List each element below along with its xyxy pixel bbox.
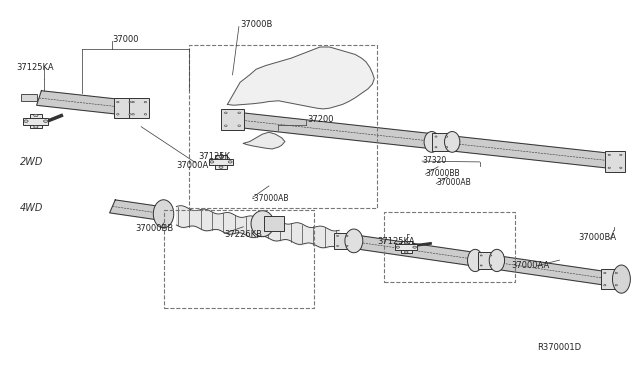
- Bar: [221, 109, 244, 130]
- Circle shape: [604, 272, 606, 274]
- Circle shape: [435, 136, 437, 137]
- Bar: [209, 158, 232, 165]
- Circle shape: [404, 241, 408, 243]
- Text: 37000: 37000: [113, 35, 139, 44]
- Circle shape: [396, 246, 399, 248]
- Circle shape: [615, 272, 618, 274]
- Circle shape: [210, 161, 214, 163]
- Circle shape: [346, 245, 348, 246]
- Circle shape: [129, 113, 131, 115]
- Circle shape: [337, 245, 339, 246]
- Circle shape: [413, 246, 417, 248]
- Circle shape: [337, 235, 339, 237]
- Ellipse shape: [612, 265, 630, 293]
- Circle shape: [445, 147, 448, 148]
- Circle shape: [604, 285, 606, 286]
- Circle shape: [116, 113, 119, 115]
- Circle shape: [132, 101, 134, 103]
- Bar: [264, 216, 284, 231]
- Ellipse shape: [424, 132, 440, 152]
- Text: 37000B: 37000B: [240, 20, 273, 29]
- Circle shape: [480, 255, 482, 256]
- Circle shape: [620, 167, 622, 169]
- Circle shape: [608, 167, 611, 169]
- Circle shape: [44, 120, 48, 122]
- Bar: [164, 210, 314, 308]
- Bar: [334, 232, 350, 249]
- Ellipse shape: [489, 249, 504, 272]
- Bar: [478, 252, 494, 269]
- Text: 4WD: 4WD: [20, 203, 44, 213]
- Text: 37125KA: 37125KA: [378, 237, 415, 246]
- Text: 37000A: 37000A: [176, 161, 209, 170]
- Polygon shape: [227, 47, 374, 109]
- Polygon shape: [228, 112, 613, 168]
- Bar: [396, 244, 417, 250]
- Bar: [29, 114, 42, 128]
- Bar: [129, 98, 150, 118]
- Ellipse shape: [154, 200, 173, 228]
- Circle shape: [238, 112, 241, 113]
- Circle shape: [116, 101, 119, 103]
- Text: 37125K: 37125K: [198, 152, 230, 161]
- Ellipse shape: [445, 132, 460, 152]
- Bar: [601, 269, 620, 289]
- Text: R370001D: R370001D: [537, 343, 581, 352]
- Bar: [605, 151, 625, 172]
- Ellipse shape: [345, 229, 363, 253]
- Circle shape: [238, 125, 241, 126]
- Circle shape: [144, 101, 147, 103]
- Text: 37000AA: 37000AA: [511, 261, 550, 270]
- Circle shape: [445, 136, 448, 137]
- Bar: [215, 155, 227, 169]
- Bar: [114, 98, 134, 118]
- Circle shape: [346, 235, 348, 237]
- Text: 37125KA: 37125KA: [17, 63, 54, 72]
- Circle shape: [490, 255, 492, 256]
- Circle shape: [24, 120, 28, 122]
- Circle shape: [219, 166, 223, 169]
- Circle shape: [34, 126, 38, 128]
- Text: 37226KB: 37226KB: [224, 230, 262, 239]
- Polygon shape: [343, 234, 623, 287]
- Circle shape: [219, 155, 223, 158]
- Circle shape: [490, 265, 492, 266]
- Circle shape: [34, 114, 38, 117]
- Circle shape: [615, 285, 618, 286]
- Circle shape: [435, 147, 437, 148]
- Bar: [22, 94, 37, 101]
- Polygon shape: [243, 132, 285, 149]
- Circle shape: [228, 161, 232, 163]
- Circle shape: [225, 112, 227, 113]
- Text: 2WD: 2WD: [20, 157, 44, 167]
- Text: 37000AB: 37000AB: [436, 178, 471, 187]
- Circle shape: [144, 113, 147, 115]
- Bar: [23, 118, 49, 125]
- Bar: [433, 133, 451, 151]
- Circle shape: [608, 154, 611, 155]
- Text: 37000BB: 37000BB: [135, 224, 173, 233]
- Circle shape: [132, 113, 134, 115]
- Circle shape: [225, 125, 227, 126]
- Text: 37000BB: 37000BB: [426, 169, 460, 177]
- Text: 37200: 37200: [307, 115, 333, 124]
- Bar: [189, 45, 378, 208]
- Polygon shape: [109, 200, 173, 221]
- Polygon shape: [36, 91, 121, 114]
- Text: 37000BA: 37000BA: [579, 233, 617, 243]
- Text: -37000AB: -37000AB: [252, 195, 289, 203]
- Circle shape: [404, 251, 408, 253]
- Bar: [401, 241, 412, 253]
- Ellipse shape: [467, 249, 483, 272]
- Text: 37320: 37320: [422, 155, 447, 164]
- Circle shape: [480, 265, 482, 266]
- Ellipse shape: [251, 211, 274, 237]
- Circle shape: [620, 154, 622, 155]
- Bar: [384, 212, 515, 282]
- Circle shape: [129, 101, 131, 103]
